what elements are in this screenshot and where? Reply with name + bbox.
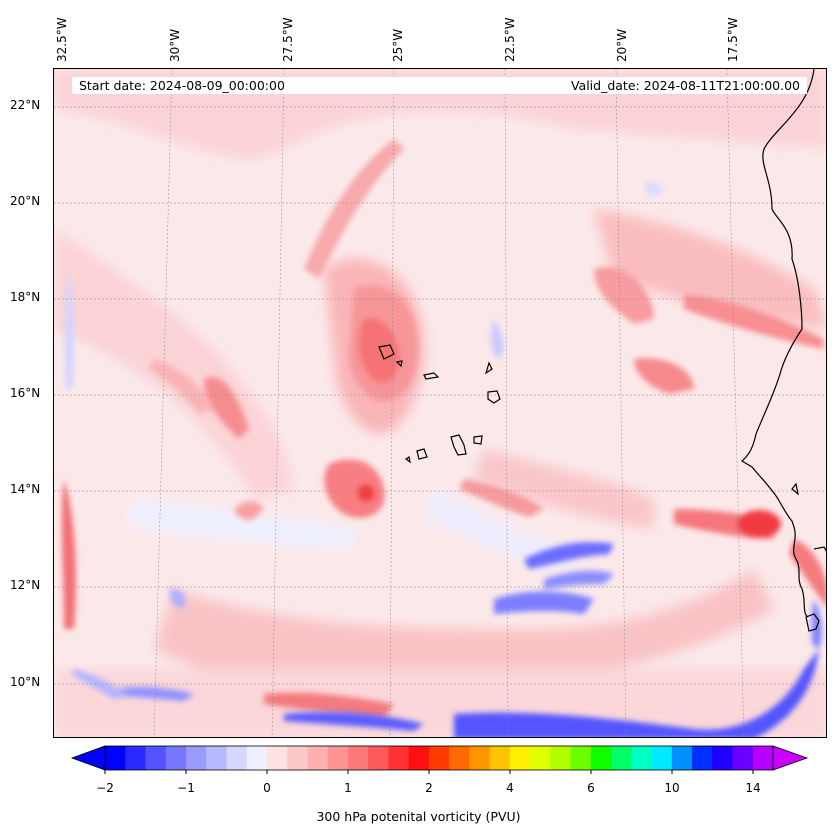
- colorbar-tick-label: −1: [177, 781, 195, 795]
- map-panel[interactable]: [53, 68, 827, 738]
- gridlines: [54, 69, 826, 737]
- colorbar-tick-label: 10: [664, 781, 680, 795]
- pv-positive-features: [61, 139, 826, 719]
- valid-date-label: Valid_date: 2024-08-11T21:00:00.00: [570, 78, 800, 93]
- colorbar-tick-label: 6: [587, 781, 595, 795]
- colorbar-segment: [692, 746, 713, 770]
- colorbar-segment: [226, 746, 248, 770]
- colorbar-tick-label: −2: [96, 781, 114, 795]
- colorbar-segment: [469, 746, 491, 770]
- colorbar-tick-label: 0: [263, 781, 271, 795]
- latitude-label: 14°N: [10, 482, 41, 496]
- colorbar-segment: [125, 746, 146, 770]
- colorbar-segment: [509, 746, 531, 770]
- colorbar-segment: [388, 746, 410, 770]
- colorbar-high-extend: [772, 745, 809, 771]
- latitude-label: 12°N: [10, 578, 41, 592]
- colorbar-tick-label: 1: [344, 781, 352, 795]
- colorbar-segment: [368, 746, 389, 770]
- colorbar-segment: [530, 746, 551, 770]
- colorbar-segment: [590, 746, 612, 770]
- latitude-label: 10°N: [10, 675, 41, 689]
- colorbar-segment: [307, 746, 329, 770]
- colorbar-segment: [327, 746, 349, 770]
- colorbar-segment: [246, 746, 268, 770]
- colorbar-tick-label: 2: [425, 781, 433, 795]
- latitude-label: 16°N: [10, 386, 41, 400]
- latitude-label: 22°N: [10, 98, 41, 112]
- colorbar-segment: [287, 746, 308, 770]
- colorbar-segment: [712, 746, 734, 770]
- colorbar-segment: [145, 746, 167, 770]
- pv-negative-features: [64, 182, 822, 737]
- colorbar-segment: [206, 746, 227, 770]
- colorbar-segment: [651, 746, 673, 770]
- colorbar-title: 300 hPa potenital vorticity (PVU): [316, 809, 521, 824]
- colorbar-segment: [570, 746, 592, 770]
- colorbar-segment: [631, 746, 653, 770]
- colorbar-segment: [428, 746, 450, 770]
- colorbar-segment: [611, 746, 632, 770]
- colorbar-segment: [732, 746, 754, 770]
- coastlines: [378, 69, 826, 632]
- colorbar-segment: [752, 746, 774, 770]
- latitude-label: 18°N: [10, 290, 41, 304]
- colorbar-tick-label: 14: [745, 781, 761, 795]
- colorbar-segment: [185, 746, 207, 770]
- latitude-label: 20°N: [10, 194, 41, 208]
- colorbar-segment: [408, 746, 430, 770]
- colorbar-segment: [449, 746, 470, 770]
- colorbar-low-extend: [70, 745, 106, 771]
- colorbar-outline: [104, 745, 774, 771]
- colorbar-tick-label: 4: [506, 781, 514, 795]
- date-info-box: Start date: 2024-08-09_00:00:00 Valid_da…: [72, 77, 807, 94]
- start-date-label: Start date: 2024-08-09_00:00:00: [79, 78, 285, 93]
- colorbar-segment: [266, 746, 288, 770]
- colorbar-segment: [489, 746, 511, 770]
- colorbar-segment: [671, 746, 693, 770]
- colorbar-segment: [165, 746, 187, 770]
- colorbar-segment: [105, 746, 126, 770]
- colorbar-segment: [550, 746, 572, 770]
- colorbar-segment: [347, 746, 369, 770]
